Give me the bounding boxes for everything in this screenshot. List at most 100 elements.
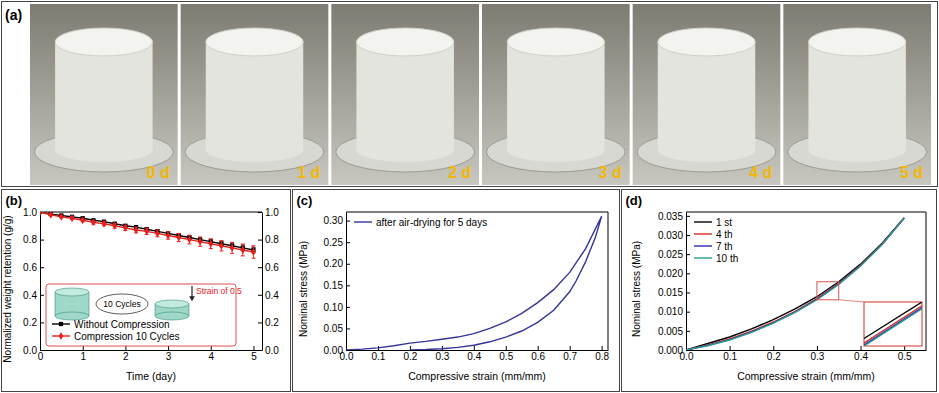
- tick-label: 1.0: [23, 207, 37, 218]
- marker: [155, 229, 160, 237]
- tick: 0.7: [563, 346, 577, 362]
- tick-mark: [686, 235, 690, 236]
- photo: 0 d: [30, 4, 178, 185]
- tick-label: 0: [38, 351, 44, 362]
- tick: 3: [166, 346, 172, 362]
- tick-mark: [258, 240, 262, 241]
- tick-label: 0.6: [265, 262, 279, 273]
- photo-background: [30, 4, 178, 185]
- marker: [166, 232, 171, 240]
- marker: [40, 212, 42, 216]
- tick-mark: [730, 346, 731, 350]
- photo: 4 d: [633, 4, 781, 185]
- hydrogel-body: [507, 42, 604, 150]
- photo-background: [331, 4, 479, 185]
- tick-mark: [40, 350, 44, 351]
- tick: 0.05: [324, 323, 350, 334]
- legend-label: 7 th: [716, 241, 733, 252]
- series-line: [864, 302, 922, 346]
- tick-label: 0.10: [324, 302, 344, 313]
- tick: 0.010: [658, 306, 690, 317]
- tick-label: 0.030: [658, 230, 683, 241]
- tick: 1: [80, 346, 86, 362]
- tick: 0.3: [810, 346, 824, 362]
- tick: 0.2: [23, 317, 44, 328]
- legend-entry: after air-drying for 5 days: [354, 217, 487, 228]
- figure: 0 d1 d2 d3 d4 d5 d(a)0123450.00.20.40.60…: [0, 0, 939, 393]
- error-bar: [166, 232, 170, 239]
- tick-label: 0.2: [403, 351, 417, 362]
- tick-label: 0.4: [467, 351, 481, 362]
- tick: 0.2: [767, 346, 781, 362]
- panel-border: [293, 190, 620, 392]
- tick-mark: [773, 346, 774, 350]
- tick-label: 0.25: [324, 237, 344, 248]
- x-axis: 0.00.10.20.30.40.5: [680, 346, 927, 362]
- tick-label: 0.5: [499, 351, 513, 362]
- error-bar-line: [230, 253, 234, 254]
- photo-background: [783, 4, 931, 185]
- photo: 1 d: [181, 4, 329, 185]
- y-axis-title: Nominal stress (MPa): [631, 241, 642, 337]
- tick-mark: [258, 295, 262, 296]
- series-line: [864, 302, 922, 346]
- marker: [59, 213, 64, 221]
- tick: 1.0: [258, 207, 279, 218]
- tick: 0.035: [658, 211, 690, 222]
- marker: [102, 220, 107, 228]
- marker: [144, 227, 149, 235]
- tick-label: 0.3: [810, 351, 824, 362]
- marker: [251, 248, 256, 256]
- error-bar: [209, 239, 213, 249]
- tick-mark: [346, 221, 350, 222]
- tick: 4: [208, 346, 214, 362]
- tick-label: 0.00: [324, 345, 344, 356]
- panel-border: [2, 2, 938, 187]
- error-bar-line: [219, 250, 223, 251]
- strain-arrow-head: [189, 296, 195, 301]
- zoom-region: [817, 282, 839, 300]
- legend-marker: [59, 332, 64, 340]
- tick-label: 4: [208, 351, 214, 362]
- marker: [80, 216, 85, 224]
- tick-mark: [346, 328, 350, 329]
- tick-mark: [817, 346, 818, 350]
- tick-label: 1: [80, 351, 86, 362]
- error-bar: [145, 228, 149, 234]
- legend-swatch: [354, 221, 372, 222]
- error-bar: [198, 237, 202, 246]
- legend-entry: 7 th: [694, 241, 733, 252]
- hydrogel-top: [55, 28, 152, 56]
- marker: [219, 242, 224, 250]
- tick-mark: [211, 346, 212, 350]
- photo-label: 5 d: [900, 164, 923, 181]
- tick-label: 0.5: [898, 351, 912, 362]
- legend-entry: 10 th: [694, 253, 738, 264]
- tick-label: 0.1: [371, 351, 385, 362]
- tick-mark: [346, 350, 350, 351]
- tick-mark: [686, 293, 690, 294]
- tick-mark: [346, 242, 350, 243]
- tick: 1.0: [23, 207, 44, 218]
- tick: 0.015: [658, 287, 690, 298]
- marker: [241, 246, 246, 254]
- series-line: [346, 216, 602, 350]
- tick: 0.5: [898, 346, 912, 362]
- photo-label: 1 d: [297, 164, 320, 181]
- series-line: [864, 302, 922, 346]
- series-line: [40, 212, 253, 252]
- tick-label: 0.020: [658, 268, 683, 279]
- tick-mark: [570, 346, 571, 350]
- tick: 0.20: [324, 258, 350, 269]
- tick: 0.8: [258, 234, 279, 245]
- legend-swatch: [694, 257, 712, 258]
- tick-label: 0.2: [265, 317, 279, 328]
- tick-label: 0.05: [324, 323, 344, 334]
- zoom-connector: [839, 300, 864, 302]
- legend-label: Without Compression: [74, 319, 170, 330]
- hydrogel-body: [356, 42, 453, 150]
- error-bar-line: [209, 248, 213, 249]
- plot-area: [346, 216, 602, 350]
- error-bar-line: [241, 255, 245, 256]
- tick-mark: [686, 254, 690, 255]
